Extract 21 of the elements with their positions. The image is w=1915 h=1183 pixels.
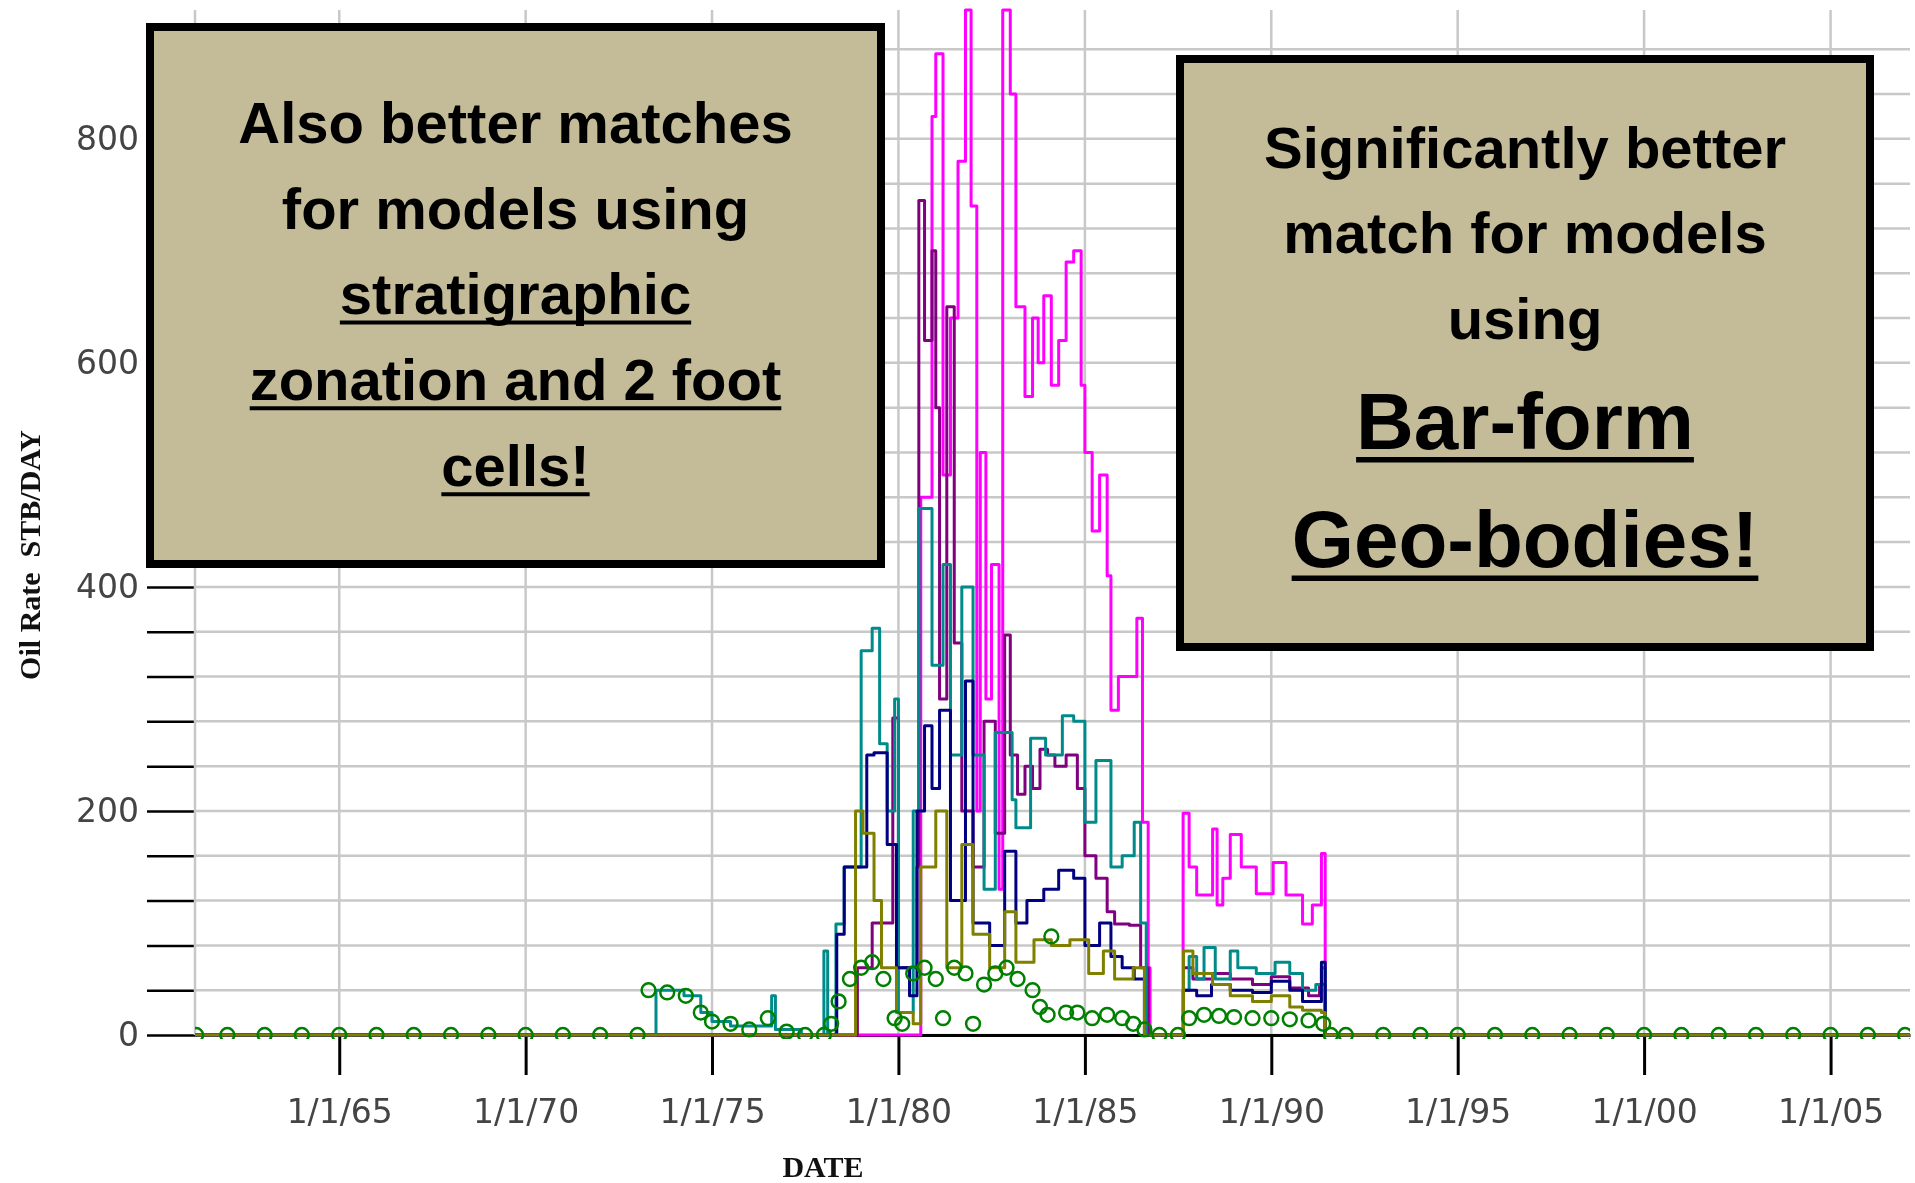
annotation: stratigraphic zonation and 2 foot cells!	[249, 261, 782, 499]
x-tick-label: 1/1/75	[659, 1092, 766, 1132]
callout-box: Significantly better match for models using Bar-form Geo-bodies!	[1176, 55, 1874, 651]
x-tick-label: 1/1/70	[473, 1092, 580, 1132]
annotation: Significantly better match for models using	[1263, 114, 1787, 352]
x-tick-label: 1/1/05	[1777, 1092, 1885, 1132]
x-tick-label: 1/1/65	[286, 1092, 393, 1132]
y-tick-label: 800	[76, 118, 139, 158]
x-tick-label: 1/1/95	[1405, 1092, 1512, 1132]
callout-box: Also better matches for models using stratigraphic zonation and 2 foot cells!	[146, 23, 885, 568]
x-tick-label: 1/1/85	[1032, 1092, 1139, 1132]
y-tick-label: 0	[118, 1015, 139, 1055]
y-tick-label: 400	[76, 566, 139, 606]
x-tick-label: 1/1/90	[1218, 1092, 1325, 1132]
y-axis-title: Oil Rate STB/DAY	[13, 429, 46, 680]
y-tick-label: 600	[76, 342, 139, 382]
x-tick-label: 1/1/00	[1591, 1092, 1698, 1132]
y-tick-label: 200	[76, 791, 139, 831]
x-tick-label: 1/1/80	[845, 1092, 953, 1132]
x-axis-title: DATE	[782, 1150, 864, 1183]
annotation: Bar-form Geo-bodies!	[1291, 376, 1759, 585]
